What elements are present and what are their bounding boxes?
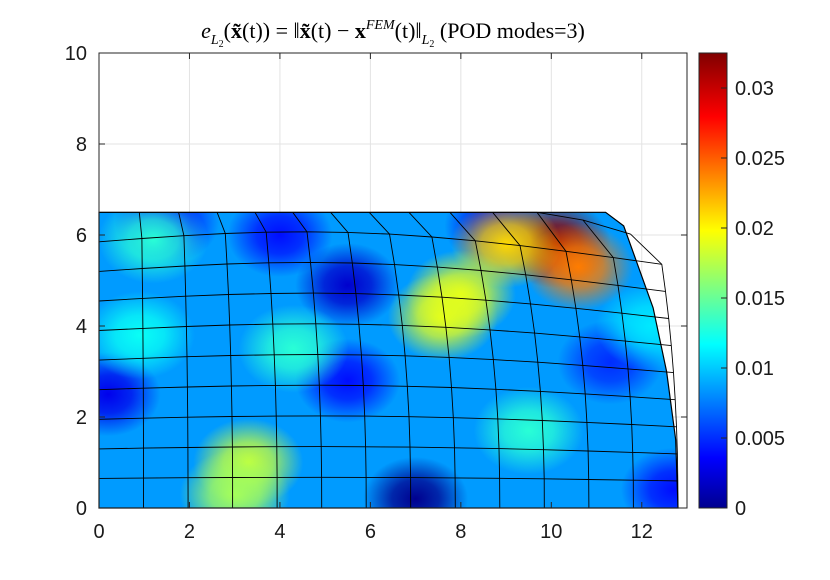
axes-box [98, 52, 688, 509]
error-field [99, 212, 678, 509]
x-tick-label: 0 [93, 521, 104, 543]
x-tick-label: 4 [274, 521, 285, 543]
y-axis: 0 2 4 6 8 10 [65, 43, 687, 520]
colorbar-tick-label: 0.015 [735, 288, 785, 310]
mesh-row-line [98, 292, 669, 319]
x-tick-label: 8 [455, 521, 466, 543]
field-hotspot [227, 212, 333, 277]
fem-mesh [98, 211, 679, 509]
mesh-column-line [254, 212, 278, 508]
x-axis: 0 2 4 6 8 10 12 [93, 53, 653, 543]
y-tick-label: 10 [65, 43, 87, 65]
field-hotspot [238, 304, 349, 393]
mesh-column-line [138, 212, 144, 508]
mesh-column-line [178, 212, 189, 509]
colorbar-tick-label: 0.03 [735, 78, 774, 100]
mesh-column-line [536, 212, 590, 509]
colorbar-tick-label: 0.01 [735, 358, 774, 380]
mesh-row-line [98, 231, 662, 265]
y-tick-label: 6 [76, 225, 87, 247]
field-hotspot [363, 456, 469, 509]
mesh-column-line [408, 211, 456, 509]
field-hotspot [387, 272, 498, 361]
mesh-column-line [330, 212, 367, 509]
x-tick-label: 10 [540, 521, 562, 543]
mesh-column-line [449, 212, 501, 509]
y-tick-label: 8 [76, 134, 87, 156]
mesh-column-line [368, 211, 412, 509]
mesh-row-line [98, 476, 678, 482]
chart-title: eL2(x̃(t)) = ‖x̃(t) − xFEM(t)‖L2 (POD mo… [201, 18, 585, 50]
mesh-row-line [98, 415, 677, 428]
x-tick-label: 12 [631, 521, 653, 543]
mesh-row-line [98, 261, 666, 292]
mesh-column-line [216, 212, 234, 508]
field-hotspot [595, 282, 678, 370]
colorbar-axis: 0 0.005 0.01 0.015 0.02 0.025 0.03 [721, 78, 785, 520]
field-hotspot [99, 291, 195, 380]
field-hotspot [179, 450, 290, 509]
x-tick-label: 6 [365, 521, 376, 543]
mesh-column-line [630, 233, 679, 509]
y-tick-label: 0 [76, 498, 87, 520]
mesh-column-line [292, 212, 323, 509]
colorbar-tick-label: 0 [735, 498, 746, 520]
x-tick-label: 2 [184, 521, 195, 543]
domain-outline [98, 211, 679, 509]
y-tick-label: 2 [76, 407, 87, 429]
y-tick-label: 4 [76, 316, 87, 338]
colorbar [698, 52, 728, 509]
field-hotspot [99, 212, 209, 284]
colorbar-tick-label: 0.02 [735, 218, 774, 240]
mesh-column-line [492, 212, 545, 509]
colorbar-tick-label: 0.005 [735, 428, 785, 450]
mesh-column-line [582, 219, 634, 509]
mesh-row-line [98, 446, 678, 455]
colorbar-tick-label: 0.025 [735, 148, 785, 170]
field-hotspot [620, 447, 678, 509]
mesh-row-line [98, 384, 676, 401]
mesh-row-line [98, 354, 674, 374]
field-hotspot [473, 386, 584, 475]
mesh-row-line [98, 323, 672, 347]
